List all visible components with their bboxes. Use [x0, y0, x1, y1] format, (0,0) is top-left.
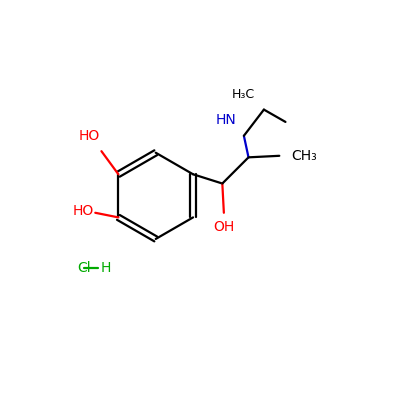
Text: HO: HO [72, 204, 94, 218]
Text: H₃C: H₃C [232, 88, 255, 101]
Text: Cl: Cl [77, 261, 91, 275]
Text: HO: HO [79, 128, 100, 142]
Text: OH: OH [213, 220, 234, 234]
Text: HN: HN [216, 113, 236, 127]
Text: CH₃: CH₃ [291, 149, 317, 163]
Text: H: H [100, 261, 111, 275]
